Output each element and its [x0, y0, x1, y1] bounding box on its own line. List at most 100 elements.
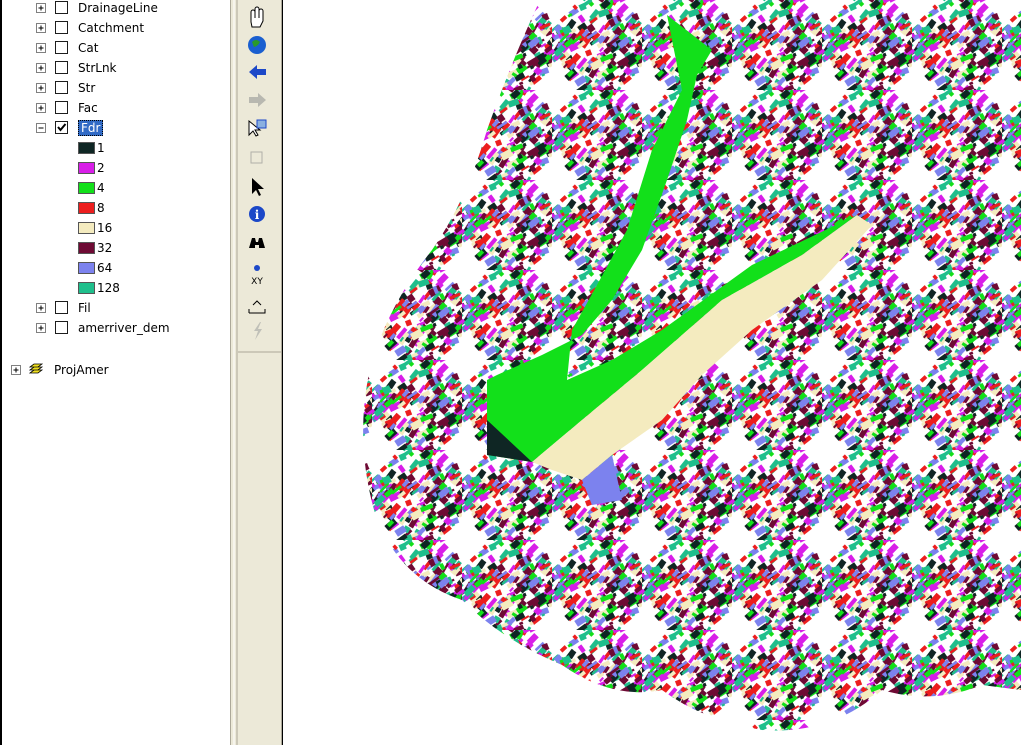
measure-tool[interactable] [248, 300, 266, 314]
layer-checkbox[interactable] [55, 61, 69, 75]
layer-checkbox-glyph [55, 1, 68, 14]
expand-toggle[interactable] [35, 122, 49, 136]
expand-toggle[interactable] [35, 302, 49, 316]
layer-row: Cat [78, 38, 98, 58]
layer-name: Catchment [78, 21, 145, 35]
blue-wedge [582, 455, 622, 505]
layer-name: Cat [78, 41, 99, 55]
expand-toggle-glyph [11, 365, 21, 375]
dark-wedge [487, 420, 532, 462]
layer-checkbox[interactable] [55, 1, 69, 15]
layer-row: Catchment [78, 18, 144, 38]
layer-checkbox-glyph [55, 21, 68, 34]
legend-label: 32 [97, 241, 113, 255]
layer-checkbox[interactable] [55, 101, 69, 115]
pointer-tool[interactable] [252, 178, 264, 196]
legend-label: 4 [97, 181, 105, 195]
go-to-xy-tool[interactable] [254, 265, 260, 271]
layer-row: Fil [78, 298, 91, 318]
expand-toggle-glyph [36, 123, 46, 133]
layer-checkbox[interactable] [55, 21, 69, 35]
legend-label: 128 [97, 281, 120, 295]
legend-swatch [78, 142, 95, 154]
layer-name: Fac [78, 101, 98, 115]
tool-icons: i XY [233, 0, 283, 745]
expand-toggle-glyph [36, 323, 46, 333]
back-tool[interactable] [249, 65, 266, 79]
expand-toggle-glyph [36, 303, 46, 313]
legend-label: 64 [97, 261, 113, 275]
expand-toggle[interactable] [35, 102, 49, 116]
layer-row: Str [78, 78, 95, 98]
layer-checkbox[interactable] [55, 301, 69, 315]
legend-row: 4 [78, 178, 105, 198]
select-box [256, 119, 267, 129]
group-icon-glyph [28, 363, 44, 374]
expand-toggle[interactable] [35, 62, 49, 76]
find-tool[interactable] [249, 238, 265, 248]
group-icon [28, 363, 44, 377]
select-elements-tool[interactable] [250, 151, 263, 164]
legend-swatch [78, 242, 95, 254]
layer-row: amerriver_dem [78, 318, 170, 338]
select-features-tool[interactable] [248, 119, 262, 137]
layer-checkbox-glyph [55, 121, 68, 134]
legend-swatch [78, 282, 95, 294]
map-display [282, 0, 1021, 745]
layer-checkbox[interactable] [55, 321, 69, 335]
identify-tool[interactable] [249, 206, 265, 222]
layer-row: StrLnk [78, 58, 117, 78]
expand-toggle[interactable] [10, 364, 24, 378]
layer-name: StrLnk [78, 61, 117, 75]
reservoir-channel [532, 215, 872, 480]
layer-checkbox-glyph [55, 321, 68, 334]
expand-toggle[interactable] [35, 42, 49, 56]
layer-row: Fac [78, 98, 98, 118]
expand-toggle[interactable] [35, 2, 49, 16]
expand-toggle-glyph [36, 3, 46, 13]
layer-name: amerriver_dem [78, 321, 170, 335]
go-to-xy-glyph: XY [251, 277, 263, 287]
legend-row: 2 [78, 158, 105, 178]
legend-swatch [78, 262, 95, 274]
globe-land [252, 40, 260, 47]
layer-name: Fdr [78, 120, 104, 136]
expand-toggle[interactable] [35, 82, 49, 96]
group-name: ProjAmer [54, 363, 109, 377]
layer-checkbox-glyph [55, 101, 68, 114]
expand-toggle[interactable] [35, 22, 49, 36]
layer-checkbox-glyph [55, 301, 68, 314]
legend-row: 128 [78, 278, 120, 298]
expand-toggle-glyph [36, 43, 46, 53]
layer-name: DrainageLine [78, 1, 158, 15]
layer-checkbox[interactable] [55, 41, 69, 55]
hyperlink-tool[interactable] [254, 322, 262, 340]
legend-row: 16 [78, 218, 112, 238]
expand-toggle-glyph [36, 103, 46, 113]
table-of-contents: DrainageLine Catchment Cat StrLnk Str Fac Fdr 1… [0, 0, 230, 745]
layer-checkbox-glyph [55, 81, 68, 94]
layer-checkbox[interactable] [55, 81, 69, 95]
layer-checkbox-glyph [55, 61, 68, 74]
layer-checkbox-glyph [55, 41, 68, 54]
legend-row: 64 [78, 258, 112, 278]
identify-glyph: i [255, 208, 260, 222]
expand-toggle-glyph [36, 23, 46, 33]
reservoir-lake [487, 15, 857, 462]
layer-row: Fdr [78, 118, 104, 138]
layer-checkbox[interactable] [55, 121, 69, 135]
layer-name: Str [78, 81, 96, 95]
legend-swatch [78, 202, 95, 214]
legend-swatch [78, 162, 95, 174]
legend-row: 1 [78, 138, 105, 158]
legend-row: 32 [78, 238, 112, 258]
expand-toggle-glyph [36, 63, 46, 73]
legend-label: 8 [97, 201, 105, 215]
forward-tool[interactable] [249, 93, 266, 107]
expand-toggle[interactable] [35, 322, 49, 336]
legend-swatch [78, 222, 95, 234]
pan-tool[interactable] [250, 6, 264, 28]
group-row: ProjAmer [54, 360, 109, 380]
layer-row: DrainageLine [78, 0, 158, 18]
